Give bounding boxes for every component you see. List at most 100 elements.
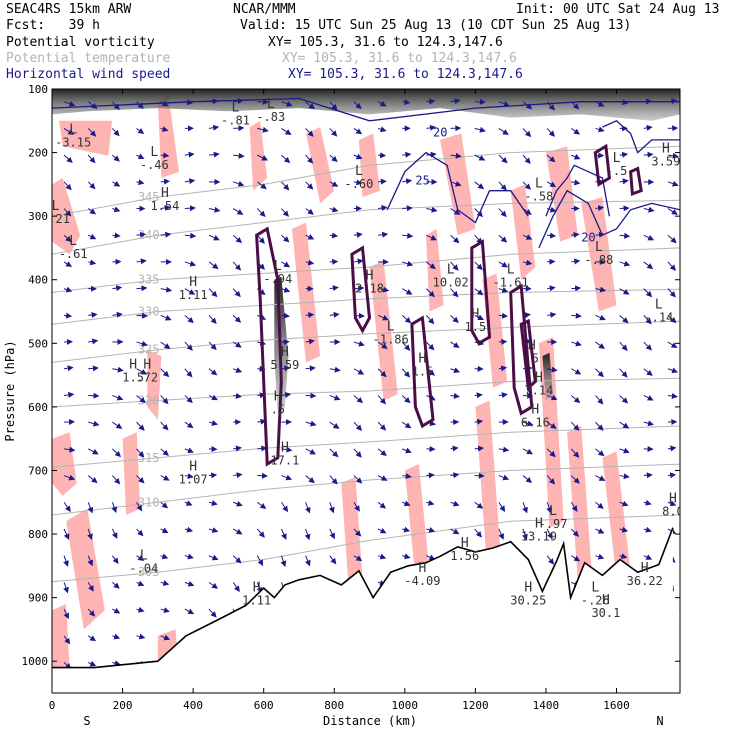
wind-vector-arrow	[498, 100, 510, 107]
wind-vector-arrow	[377, 126, 387, 133]
wind-vector-arrow	[184, 421, 194, 429]
wind-vector-arrow	[136, 633, 146, 640]
wind-vector-arrow	[643, 395, 654, 401]
wind-vector-arrow	[619, 447, 630, 454]
wind-vector-arrow	[643, 206, 655, 213]
wind-vector-arrow	[64, 365, 74, 372]
extremum-value: -4.09	[404, 574, 440, 588]
extremum-value: 30.1	[591, 606, 620, 620]
wind-vector-arrow	[87, 502, 94, 514]
wind-speed-contour	[52, 97, 680, 122]
theta-isentrope-label: 315	[138, 451, 160, 465]
wind-vector-arrow	[643, 315, 652, 325]
theta-isentrope-line	[52, 288, 680, 325]
wind-vector-arrow	[401, 395, 411, 404]
wind-vector-arrow	[88, 392, 100, 399]
wind-vector-arrow	[305, 392, 317, 399]
wind-vector-arrow	[474, 261, 483, 271]
extremum-value: -.46	[140, 158, 169, 172]
wind-vector-arrow	[136, 101, 144, 109]
wind-vector-arrow	[112, 128, 120, 137]
wind-vector-arrow	[547, 232, 557, 239]
valid-time: Valid: 15 UTC Sun 25 Aug 13 (10 CDT Sun …	[240, 18, 632, 33]
wind-vector-arrow	[474, 445, 484, 452]
wind-vector-arrow	[546, 555, 555, 565]
extremum-marker: H	[669, 491, 677, 506]
wind-vector-arrow	[160, 341, 171, 349]
wind-vector-arrow	[63, 181, 72, 191]
pink-shaded-region	[147, 349, 162, 420]
wind-vector-arrow	[184, 473, 194, 480]
extremum-marker: H	[129, 358, 137, 373]
wind-vector-arrow	[184, 553, 194, 560]
wind-vector-arrow	[450, 500, 460, 507]
wind-vector-arrow	[184, 368, 193, 378]
wind-vector-arrow	[378, 205, 388, 211]
wind-vector-arrow	[353, 285, 365, 292]
wind-vector-arrow	[208, 234, 220, 241]
wind-vector-arrow	[426, 261, 436, 270]
extremum-marker: H	[253, 580, 261, 595]
wind-vector-arrow	[402, 526, 411, 533]
wind-vector-arrow	[112, 607, 121, 614]
wind-vector-arrow	[522, 259, 533, 266]
wind-vector-arrow	[160, 368, 170, 378]
wind-vector-arrow	[232, 367, 243, 373]
extremum-marker: H	[366, 269, 374, 284]
y-tick-label: 500	[28, 337, 48, 350]
pink-shaded-region	[404, 464, 430, 579]
wind-vector-arrow	[401, 421, 412, 429]
wind-vector-arrow	[88, 365, 99, 372]
wind-vector-arrow	[136, 606, 145, 613]
wind-vector-arrow	[667, 445, 677, 452]
wind-vector-arrow	[450, 152, 462, 159]
wind-vector-arrow	[450, 528, 460, 535]
wind-vector-arrow	[667, 208, 678, 215]
wind-vector-arrow	[329, 475, 338, 485]
wind-vector-arrow	[450, 472, 460, 479]
wind-vector-arrow	[208, 288, 218, 298]
theta-isentrope-label: 345	[138, 190, 160, 204]
wind-vector-arrow	[281, 261, 291, 268]
extremum-value: -.88	[584, 253, 613, 267]
wind-vector-arrow	[305, 208, 314, 215]
wind-vector-arrow	[281, 501, 289, 513]
wind-vector-arrow	[136, 555, 145, 561]
init-time: Init: 00 UTC Sat 24 Aug 13	[516, 2, 720, 17]
wind-vector-arrow	[667, 152, 679, 159]
field-xy-pv: XY= 105.3, 31.6 to 124.3,147.6	[268, 35, 503, 50]
theta-isentrope-label: 320	[138, 394, 160, 408]
wind-vector-arrow	[377, 553, 387, 560]
wind-vector-arrow	[402, 205, 413, 212]
extremum-marker: H	[143, 358, 151, 373]
extremum-marker: L	[267, 97, 275, 112]
wind-vector-arrow	[667, 367, 679, 374]
extremum-marker: L	[232, 100, 240, 115]
wind-vector-arrow	[305, 181, 314, 190]
wind-vector-arrow	[87, 448, 99, 455]
extremum-value: 8.0	[662, 504, 684, 518]
wind-vector-arrow	[595, 501, 604, 509]
wind-vector-arrow	[522, 128, 532, 138]
wind-vector-arrow	[498, 234, 508, 243]
wind-vector-arrow	[160, 152, 170, 159]
wind-vector-arrow	[450, 392, 460, 399]
wind-vector-arrow	[619, 500, 629, 507]
wind-vector-arrow	[571, 153, 581, 160]
wind-vector-arrow	[87, 181, 96, 190]
wind-vector-arrow	[402, 178, 413, 185]
wind-vector-arrow	[305, 154, 314, 164]
wind-vector-arrow	[64, 446, 76, 453]
y-axis-title: Pressure (hPa)	[3, 340, 17, 441]
wind-vector-arrow	[571, 340, 582, 347]
extremum-marker: L	[69, 123, 77, 138]
wind-vector-arrow	[643, 341, 652, 351]
wind-vector-arrow	[426, 98, 436, 105]
wind-vector-arrow	[232, 261, 242, 271]
theta-isentrope-label: 330	[138, 305, 160, 319]
wind-vector-arrow	[184, 151, 195, 158]
pink-shaded-region	[482, 273, 508, 388]
wind-vector-arrow	[208, 420, 218, 426]
extremum-marker: H	[419, 351, 427, 366]
wind-vector-arrow	[160, 634, 171, 641]
